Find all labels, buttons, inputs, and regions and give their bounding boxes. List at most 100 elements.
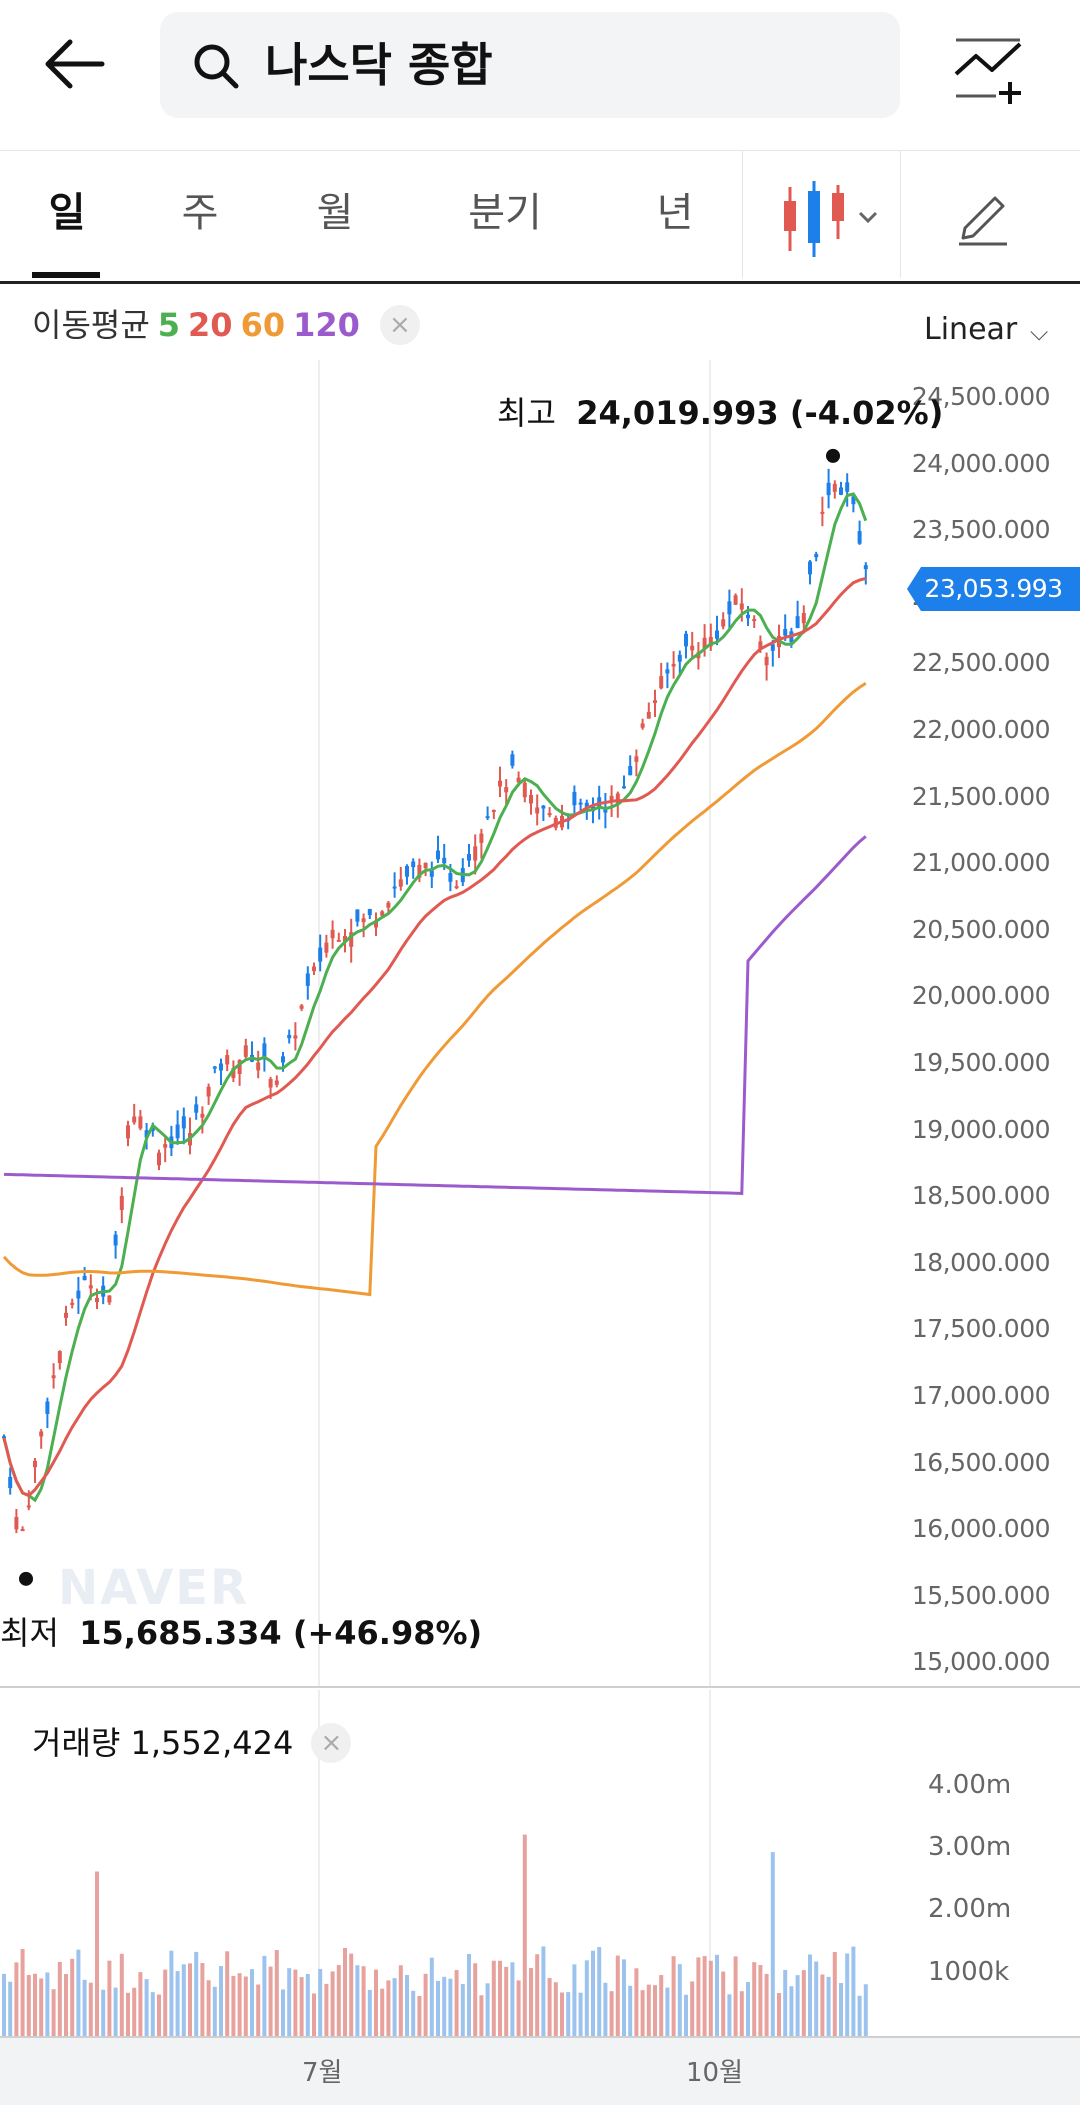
volume-bar — [479, 1995, 484, 2036]
candle-body — [498, 780, 502, 787]
candle-body — [857, 531, 862, 544]
volume-axis-label: 4.00m — [928, 1770, 1012, 1800]
volume-bar — [88, 1982, 93, 2036]
high-value: 24,019.993 (-4.02%) — [576, 394, 944, 432]
volume-bar — [659, 1975, 664, 2036]
volume-bar — [212, 1986, 217, 2036]
chart-type-selector[interactable] — [780, 179, 890, 259]
candle-body — [206, 1086, 211, 1097]
candle-body — [783, 628, 788, 636]
price-axis-label: 19,000.000 — [911, 1114, 1051, 1144]
volume-bar — [665, 1987, 670, 2036]
tab-month[interactable]: 월 — [316, 190, 354, 236]
volume-bar — [566, 1992, 571, 2036]
scale-selector[interactable]: Linear — [924, 312, 1018, 347]
candle-body — [634, 756, 639, 762]
volume-bar — [144, 1979, 149, 2036]
tab-week[interactable]: 주 — [181, 190, 219, 236]
volume-bar — [516, 1980, 521, 2036]
volume-bar — [256, 1984, 261, 2036]
volume-bar — [101, 1989, 106, 2036]
pencil-icon — [959, 196, 1007, 246]
volume-axis-label: 1000k — [928, 1957, 1010, 1987]
ma-120: 120 — [293, 306, 360, 344]
volume-bar — [758, 1965, 763, 2036]
volume-bar — [541, 1946, 546, 2036]
candle-body — [727, 601, 732, 615]
candle-body — [516, 777, 521, 783]
volume-bar — [721, 1971, 726, 2036]
compare-chart-button[interactable] — [950, 30, 1030, 110]
candle-body — [702, 637, 707, 649]
tab-quarter[interactable]: 분기 — [468, 190, 542, 236]
candle-body — [268, 1079, 273, 1088]
low-marker — [19, 1571, 33, 1586]
candle-body — [262, 1043, 267, 1057]
volume-bar — [715, 1954, 719, 2036]
volume-bar — [510, 1962, 515, 2036]
volume-bar — [318, 1968, 323, 2036]
volume-bar — [783, 1969, 788, 2036]
candle-body — [578, 802, 583, 805]
high-annotation: 최고 24,019.993 (-4.02%) — [497, 388, 943, 434]
candle-body — [845, 482, 850, 492]
candle-body — [628, 766, 633, 776]
candle-body — [299, 1005, 304, 1009]
volume-bar — [405, 1975, 409, 2036]
volume-legend-close-button[interactable]: × — [311, 1723, 352, 1763]
search-bar[interactable]: 나스닥 종합 — [160, 12, 900, 118]
candle-body — [157, 1152, 161, 1166]
volume-bar — [448, 1978, 453, 2036]
volume-bar — [845, 1953, 850, 2036]
price-axis-label: 15,000.000 — [911, 1647, 1051, 1677]
volume-bar — [225, 1951, 230, 2036]
candle-body — [411, 861, 416, 868]
volume-bar — [336, 1965, 341, 2036]
tab-day[interactable]: 일 — [48, 190, 86, 236]
low-annotation: 최저 15,685.334 (+46.98%) — [0, 1608, 482, 1654]
candle-body — [132, 1116, 137, 1123]
back-button[interactable] — [40, 30, 120, 100]
volume-bar — [640, 1990, 645, 2036]
volume-bar — [2, 1973, 6, 2036]
volume-bar — [392, 1978, 397, 2036]
low-value: 15,685.334 (+46.98%) — [79, 1614, 483, 1652]
candle-body — [361, 918, 366, 923]
candle-body — [622, 786, 626, 789]
candle-body — [305, 973, 310, 986]
tab-year[interactable]: 년 — [656, 190, 694, 236]
candle-body — [293, 1035, 298, 1039]
month-label-october: 10월 — [686, 2058, 744, 2088]
ma120-line — [3, 835, 867, 1195]
active-tab-indicator — [32, 272, 100, 278]
volume-bar — [429, 1957, 434, 2036]
volume-bar — [746, 1982, 750, 2036]
candle-body — [572, 791, 577, 806]
volume-bar — [615, 1955, 620, 2036]
volume-bar — [219, 1966, 223, 2036]
candle-body — [225, 1055, 230, 1065]
candle-body — [746, 614, 750, 619]
volume-bar — [591, 1950, 595, 2036]
ma-legend-close-button[interactable]: × — [379, 305, 420, 345]
volume-bar — [324, 1983, 329, 2036]
moving-average-legend: 이동평균 5 20 60 120 × — [32, 300, 420, 350]
candle-body — [57, 1351, 62, 1364]
volume-bar — [380, 1988, 385, 2036]
volume-bar — [851, 1946, 856, 2036]
candle-body — [386, 902, 391, 908]
volume-bar — [33, 1973, 37, 2036]
volume-bar — [237, 1973, 242, 2036]
ma60-line — [2, 682, 867, 1297]
candle-body — [274, 1080, 279, 1085]
candle-body — [820, 511, 825, 514]
candle-body — [2, 1436, 6, 1439]
drawing-tool-button[interactable] — [955, 186, 1015, 246]
volume-bar — [708, 1960, 713, 2036]
candle-body — [355, 909, 360, 922]
candle-body — [473, 846, 478, 861]
volume-bar — [808, 1954, 812, 2036]
candle-body — [237, 1060, 242, 1075]
volume-bar — [386, 1980, 391, 2036]
